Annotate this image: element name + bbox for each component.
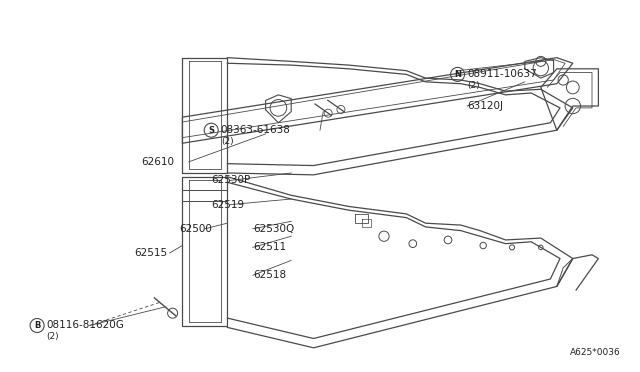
Text: B: B [34,321,40,330]
Text: 08911-10637: 08911-10637 [467,70,537,79]
Text: 62519: 62519 [211,200,244,209]
Text: 63120J: 63120J [467,101,503,111]
Text: A625*0036: A625*0036 [570,348,621,357]
Text: (2): (2) [47,332,60,341]
Text: (2): (2) [467,81,480,90]
Text: 62610: 62610 [141,157,174,167]
Text: 08363-61638: 08363-61638 [221,125,291,135]
Text: 62530Q: 62530Q [253,224,294,234]
Text: N: N [454,70,461,79]
Text: 62530P: 62530P [211,176,250,185]
Text: S: S [208,126,214,135]
Text: 08116-81620G: 08116-81620G [47,321,125,330]
Text: (2): (2) [221,137,234,146]
Text: 62515: 62515 [134,248,168,258]
Text: 62518: 62518 [253,270,286,280]
Text: 62500: 62500 [179,224,212,234]
Text: 62511: 62511 [253,243,286,252]
